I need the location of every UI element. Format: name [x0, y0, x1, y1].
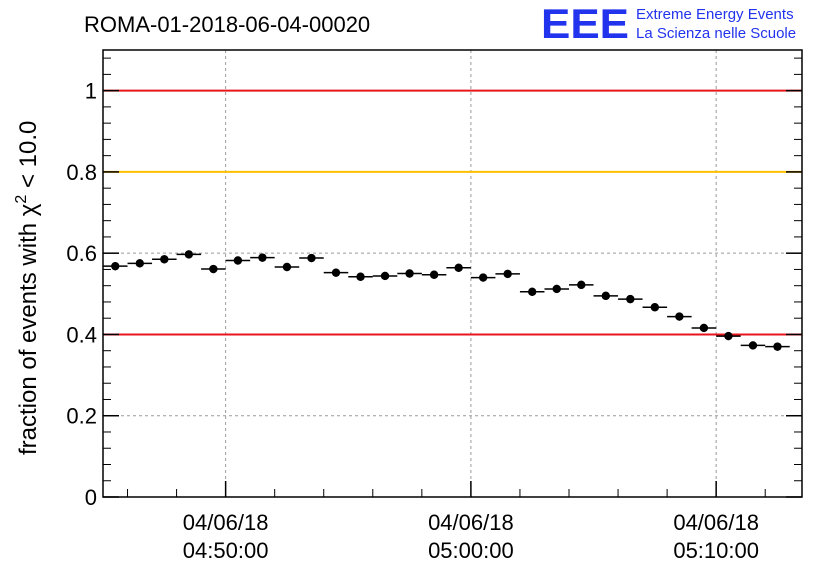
plot-frame — [102, 49, 803, 498]
data-marker — [307, 253, 316, 263]
data-point — [103, 261, 128, 271]
data-point — [716, 331, 741, 341]
data-point — [740, 341, 766, 350]
data-point — [691, 323, 717, 333]
data-point — [372, 271, 398, 281]
y-axis-label-superscript: 2 — [13, 195, 30, 204]
data-marker — [258, 253, 267, 262]
x-tick-date: 04/06/18 — [673, 510, 759, 535]
data-point — [176, 250, 202, 259]
data-point — [201, 264, 226, 274]
eee-logo: EEE Extreme Energy Events La Scienza nel… — [541, 0, 796, 47]
data-marker — [528, 287, 537, 296]
data-marker — [331, 268, 341, 277]
data-point — [274, 262, 300, 272]
data-point — [397, 269, 422, 278]
data-marker — [748, 341, 758, 350]
data-marker — [454, 263, 463, 273]
data-point — [470, 273, 496, 282]
data-marker — [773, 342, 782, 351]
data-marker — [380, 271, 390, 281]
plot-border — [102, 49, 803, 498]
y-tick-label: 1 — [85, 79, 97, 104]
y-tick-label: 0.8 — [66, 160, 97, 185]
x-tick-time: 04:50:00 — [183, 538, 269, 563]
data-point — [299, 253, 324, 263]
data-point — [544, 284, 569, 294]
data-marker — [724, 331, 733, 341]
y-axis-ticks: 0 0.2 0.4 0.6 0.8 1 — [66, 57, 802, 510]
data-marker — [478, 273, 488, 282]
data-point — [446, 263, 471, 273]
data-point — [642, 303, 668, 312]
data-marker — [160, 255, 169, 264]
data-marker — [111, 261, 120, 271]
y-axis-label-symbol: χ — [15, 203, 42, 216]
eee-logo-line1: Extreme Energy Events — [636, 6, 794, 23]
y-axis-label-prefix: fraction of events with — [15, 216, 42, 455]
data-marker — [601, 291, 610, 301]
data-marker — [429, 270, 439, 279]
x-axis-ticks: 04/06/18 04:50:00 04/06/18 05:00:00 04/06/18… — [127, 481, 766, 563]
data-point — [348, 272, 373, 281]
data-point — [495, 269, 520, 279]
data-marker — [577, 280, 586, 290]
x-tick-date: 04/06/18 — [183, 510, 269, 535]
y-tick-label: 0.4 — [66, 322, 97, 347]
y-axis-label: fraction of events with χ2 < 10.0 — [13, 121, 42, 455]
data-marker — [209, 264, 218, 274]
run-title: ROMA-01-2018-06-04-00020 — [84, 12, 370, 37]
data-marker — [405, 269, 414, 278]
data-marker — [503, 269, 512, 279]
x-tick-time: 05:10:00 — [673, 538, 759, 563]
data-marker — [626, 294, 635, 304]
data-point — [421, 270, 447, 279]
data-marker — [650, 303, 660, 312]
data-point — [569, 280, 594, 290]
data-point — [667, 312, 692, 321]
y-axis-label-suffix: < 10.0 — [15, 121, 42, 195]
reference-lines — [103, 89, 802, 336]
data-points — [103, 250, 790, 351]
data-point — [593, 291, 619, 301]
data-point — [765, 342, 790, 351]
data-point — [127, 259, 153, 268]
data-point — [250, 253, 275, 262]
data-point — [618, 294, 643, 304]
data-marker — [356, 272, 365, 281]
data-point — [519, 287, 545, 296]
data-marker — [699, 323, 709, 333]
data-marker — [184, 250, 194, 259]
data-marker — [552, 284, 561, 294]
y-tick-label: 0.2 — [66, 404, 97, 429]
data-marker — [233, 256, 243, 265]
y-tick-label: 0.6 — [66, 241, 97, 266]
data-point — [323, 268, 349, 277]
grid-lines — [103, 50, 802, 497]
x-tick-date: 04/06/18 — [428, 510, 514, 535]
y-tick-label: 0 — [85, 485, 97, 510]
x-tick-time: 05:00:00 — [428, 538, 514, 563]
eee-logo-letters: EEE — [541, 0, 629, 47]
data-marker — [135, 259, 144, 268]
data-marker — [282, 262, 292, 272]
data-point — [152, 255, 177, 264]
data-marker — [675, 312, 684, 321]
data-point — [225, 256, 251, 265]
eee-logo-line2: La Scienza nelle Scuole — [636, 25, 796, 42]
